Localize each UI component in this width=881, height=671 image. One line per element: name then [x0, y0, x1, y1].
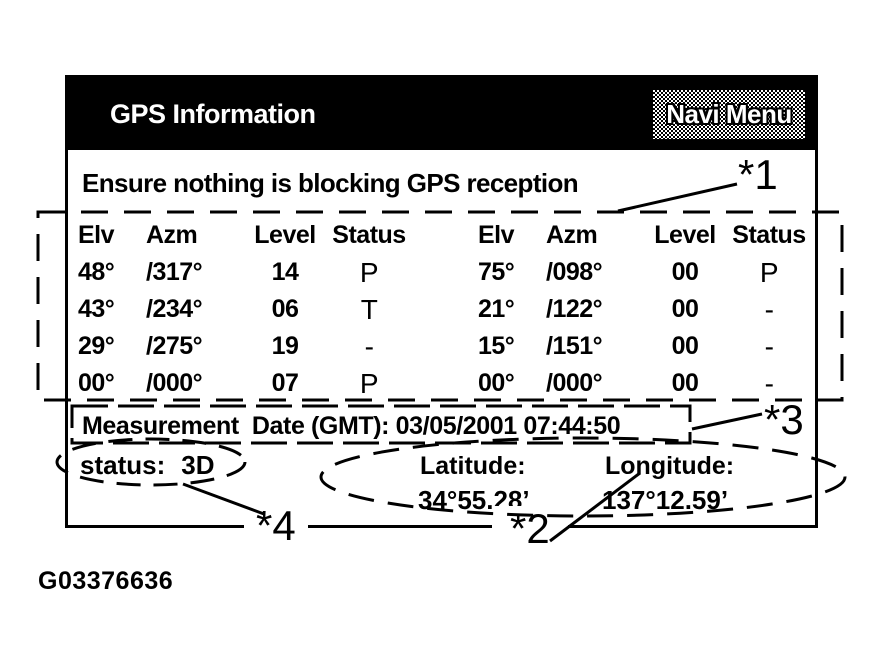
- col-header-elv: Elv: [78, 221, 115, 249]
- sat-status: -: [764, 294, 774, 325]
- sat-elv: 43°: [78, 295, 115, 323]
- screen-header-bar: GPS Information Navi Menu: [68, 78, 815, 150]
- longitude-label: Longitude:: [605, 452, 735, 480]
- sat-azm: /275°: [146, 332, 203, 360]
- satellite-table-left: Elv Azm Level Status 48° /317° 14 P 43° …: [78, 217, 409, 402]
- measurement-date-line: Measurement Date (GMT): 03/05/2001 07:44…: [82, 412, 621, 440]
- sat-elv: 15°: [478, 332, 515, 360]
- sat-level: 07: [271, 369, 299, 397]
- sat-elv: 00°: [478, 369, 515, 397]
- longitude-value: 137°12.59’: [602, 485, 729, 515]
- sat-azm: /098°: [546, 258, 603, 286]
- sat-elv: 00°: [78, 369, 115, 397]
- sat-status: P: [359, 257, 379, 288]
- col-header-status: Status: [732, 221, 806, 249]
- sat-level: 19: [271, 332, 299, 360]
- satellite-table-right: Elv Azm Level Status 75° /098° 00 P 21° …: [478, 217, 809, 402]
- sat-azm: /000°: [546, 369, 603, 397]
- callout-label-1: *1: [738, 151, 778, 198]
- gps-information-screen: GPS Information Navi Menu Ensure nothing…: [65, 75, 818, 528]
- sat-status: P: [359, 368, 379, 399]
- sat-azm: /234°: [146, 295, 203, 323]
- gps-reception-message: Ensure nothing is blocking GPS reception: [82, 168, 579, 198]
- sat-azm: /122°: [546, 295, 603, 323]
- screen-title: GPS Information: [110, 99, 316, 129]
- figure-code: G03376636: [38, 567, 174, 595]
- sat-azm: /151°: [546, 332, 603, 360]
- sat-azm: /317°: [146, 258, 203, 286]
- sat-elv: 29°: [78, 332, 115, 360]
- col-header-level: Level: [254, 221, 316, 249]
- navi-menu-button-label: Navi Menu: [666, 99, 792, 129]
- sat-status: T: [360, 294, 378, 325]
- sat-level: 00: [671, 332, 699, 360]
- col-header-azm: Azm: [146, 221, 198, 249]
- navi-menu-button[interactable]: Navi Menu: [653, 90, 805, 139]
- col-header-level: Level: [654, 221, 716, 249]
- sat-level: 00: [671, 295, 699, 323]
- col-header-status: Status: [332, 221, 406, 249]
- sat-level: 00: [671, 369, 699, 397]
- sat-status: P: [759, 257, 779, 288]
- sat-level: 14: [271, 258, 299, 286]
- latitude-label: Latitude:: [420, 452, 526, 480]
- sat-status: -: [764, 331, 774, 362]
- callout-label-4: *4: [244, 503, 308, 549]
- fix-status-label: status:: [80, 450, 166, 480]
- callout-label-2: *2: [492, 506, 568, 552]
- col-header-azm: Azm: [546, 221, 598, 249]
- sat-azm: /000°: [146, 369, 203, 397]
- callout-label-3: *3: [764, 396, 804, 443]
- sat-level: 06: [271, 295, 299, 323]
- sat-elv: 75°: [478, 258, 515, 286]
- fix-status-value: 3D: [181, 450, 215, 480]
- sat-status: -: [364, 331, 374, 362]
- gps-fix-status: status: 3D: [80, 450, 215, 481]
- col-header-elv: Elv: [478, 221, 515, 249]
- sat-elv: 48°: [78, 258, 115, 286]
- sat-elv: 21°: [478, 295, 515, 323]
- sat-level: 00: [671, 258, 699, 286]
